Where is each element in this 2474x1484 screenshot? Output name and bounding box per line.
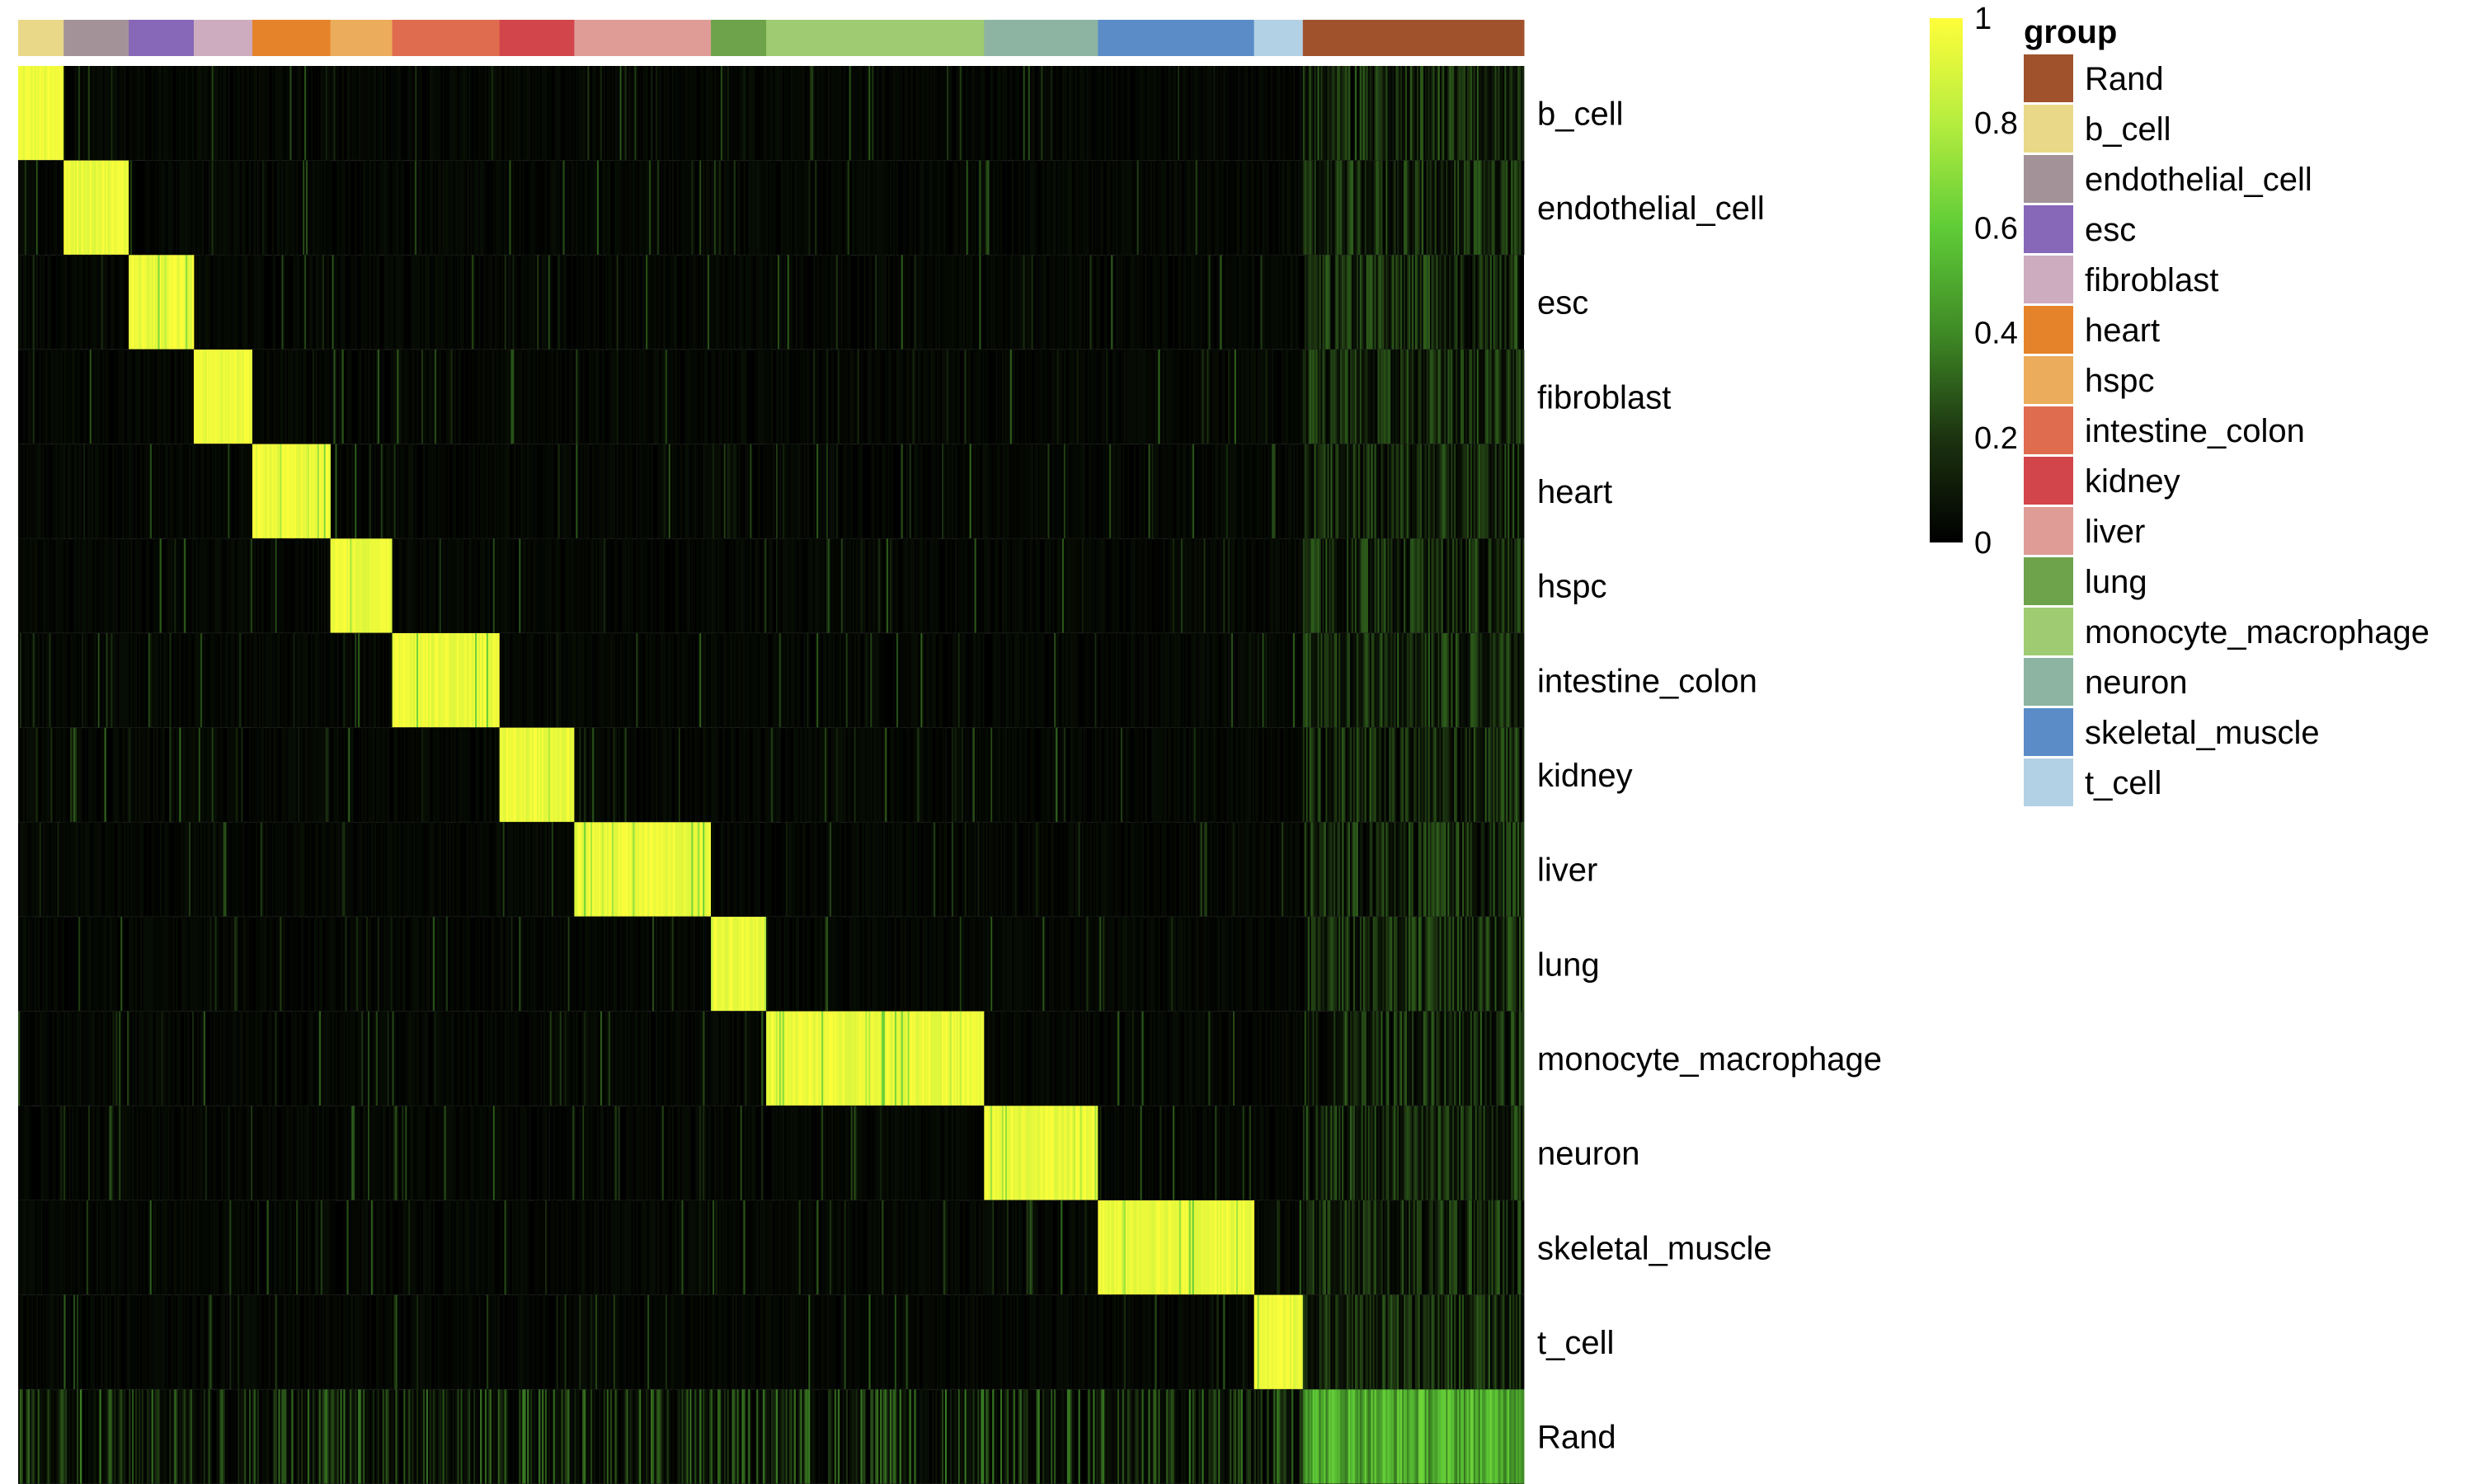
legend-swatch-endothelial_cell	[2024, 155, 2073, 203]
legend-label-hspc: hspc	[2085, 363, 2155, 399]
annotation-intestine_colon	[392, 20, 501, 56]
legend-swatch-esc	[2024, 205, 2073, 253]
legend-title: group	[2024, 14, 2117, 50]
legend-swatch-skeletal_muscle	[2024, 708, 2073, 756]
legend-label-intestine_colon: intestine_colon	[2085, 413, 2305, 449]
legend-label-heart: heart	[2085, 312, 2160, 349]
annotation-neuron	[984, 20, 1098, 56]
legend-label-fibroblast: fibroblast	[2085, 262, 2218, 298]
heatmap-row-Rand	[18, 1389, 1525, 1484]
heatmap-row-heart	[18, 444, 1525, 539]
color-scale-tick-0.6: 0.6	[1974, 211, 2018, 246]
row-label-skeletal_muscle: skeletal_muscle	[1537, 1230, 1772, 1266]
column-group-annotation-bar	[18, 20, 1525, 56]
row-label-t_cell: t_cell	[1537, 1325, 1614, 1361]
heatmap-row-liver	[19, 822, 1525, 917]
legend-swatch-intestine_colon	[2024, 406, 2073, 454]
legend-label-lung: lung	[2085, 564, 2147, 600]
row-label-hspc: hspc	[1537, 569, 1607, 605]
row-label-esc: esc	[1537, 285, 1588, 322]
legend-label-skeletal_muscle: skeletal_muscle	[2085, 715, 2320, 751]
color-scale-bar: 1 0.8 0.6 0.4 0.2 0	[1930, 2, 2018, 561]
annotation-lung	[711, 20, 767, 56]
heatmap-body	[18, 66, 1525, 1484]
row-label-b_cell: b_cell	[1537, 96, 1624, 132]
legend-label-kidney: kidney	[2085, 463, 2180, 500]
annotation-liver	[574, 20, 712, 56]
legend-label-neuron: neuron	[2085, 665, 2188, 701]
color-scale-tick-0.8: 0.8	[1974, 106, 2018, 141]
heatmap-row-skeletal_muscle	[18, 1200, 1525, 1295]
legend-swatch-monocyte_macrophage	[2024, 608, 2073, 655]
row-label-lung: lung	[1537, 946, 1600, 983]
row-label-neuron: neuron	[1537, 1136, 1640, 1172]
legend-swatch-kidney	[2024, 457, 2073, 505]
row-label-intestine_colon: intestine_colon	[1537, 663, 1757, 699]
annotation-b_cell	[18, 20, 64, 56]
legend-swatch-heart	[2024, 306, 2073, 354]
legend-label-b_cell: b_cell	[2085, 111, 2171, 148]
legend-label-Rand: Rand	[2085, 61, 2164, 97]
annotation-skeletal_muscle	[1098, 20, 1255, 56]
annotation-kidney	[499, 20, 575, 56]
color-scale-gradient	[1930, 18, 1963, 542]
color-scale-tick-0.2: 0.2	[1974, 421, 2018, 456]
heatmap-row-fibroblast	[22, 350, 1525, 444]
legend-label-monocyte_macrophage: monocyte_macrophage	[2085, 614, 2429, 650]
annotation-heart	[252, 20, 332, 56]
annotation-Rand	[1302, 20, 1525, 56]
heatmap-row-kidney	[18, 727, 1525, 823]
legend-swatch-t_cell	[2024, 758, 2073, 806]
annotation-monocyte_macrophage	[766, 20, 985, 56]
heatmap-row-neuron	[19, 1106, 1525, 1200]
color-scale-tick-0.4: 0.4	[1974, 317, 2018, 351]
annotation-endothelial_cell	[63, 20, 129, 56]
legend-label-t_cell: t_cell	[2085, 765, 2161, 801]
legend-swatch-fibroblast	[2024, 256, 2073, 303]
row-label-liver: liver	[1537, 852, 1597, 889]
row-label-Rand: Rand	[1537, 1420, 1616, 1456]
heatmap-row-monocyte_macrophage	[18, 1011, 1525, 1106]
legend-label-endothelial_cell: endothelial_cell	[2085, 162, 2312, 198]
row-label-heart: heart	[1537, 474, 1612, 510]
color-scale-tick-1: 1	[1974, 2, 1992, 36]
annotation-fibroblast	[193, 20, 253, 56]
annotation-t_cell	[1253, 20, 1304, 56]
legend-label-liver: liver	[2085, 514, 2145, 550]
heatmap-row-hspc	[18, 538, 1525, 633]
legend-swatch-lung	[2024, 557, 2073, 605]
heatmap-row-esc	[18, 255, 1523, 350]
color-scale-tick-0: 0	[1974, 526, 1992, 561]
heatmap-row-b_cell	[18, 66, 1525, 161]
legend-swatch-hspc	[2024, 356, 2073, 404]
heatmap-row-endothelial_cell	[18, 160, 1525, 256]
annotation-hspc	[330, 20, 393, 56]
legend-swatch-Rand	[2024, 54, 2073, 102]
row-label-monocyte_macrophage: monocyte_macrophage	[1537, 1041, 1882, 1078]
heatmap-row-lung	[18, 917, 1525, 1012]
row-label-endothelial_cell: endothelial_cell	[1537, 190, 1765, 227]
legend-label-esc: esc	[2085, 212, 2136, 248]
row-label-fibroblast: fibroblast	[1537, 379, 1671, 416]
heatmap-row-t_cell	[18, 1294, 1525, 1390]
row-label-kidney: kidney	[1537, 758, 1633, 794]
legend-swatch-neuron	[2024, 658, 2073, 706]
annotation-esc	[129, 20, 195, 56]
heatmap-row-intestine_colon	[18, 633, 1525, 728]
legend-swatch-b_cell	[2024, 105, 2073, 153]
legend-swatch-liver	[2024, 507, 2073, 555]
